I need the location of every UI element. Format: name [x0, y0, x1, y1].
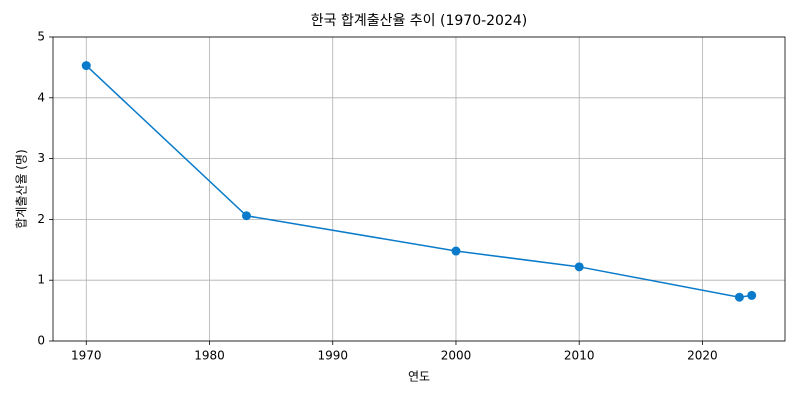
x-axis-label: 연도	[408, 370, 430, 384]
x-tick-label: 2020	[687, 349, 718, 363]
x-tick-label: 1970	[71, 349, 102, 363]
x-tick-label: 1980	[194, 349, 225, 363]
plot-frame	[52, 36, 786, 342]
y-tick-label: 1	[37, 273, 45, 287]
point	[734, 292, 744, 302]
chart-title: 한국 합계출산율 추이 (1970-2024)	[311, 13, 528, 29]
x-tick-label: 2010	[564, 349, 595, 363]
line	[85, 65, 752, 298]
x-tick-label: 1990	[317, 349, 348, 363]
y-tick-label: 0	[37, 334, 45, 348]
point	[747, 290, 757, 300]
x-tick-label: 2000	[441, 349, 472, 363]
point	[81, 61, 91, 71]
y-tick-label: 2	[37, 212, 45, 226]
point	[574, 262, 584, 272]
y-tick-label: 4	[37, 90, 45, 104]
point	[241, 211, 251, 221]
y-tick-label: 3	[37, 151, 45, 165]
y-tick-label: 5	[37, 30, 45, 44]
y-axis-label: 합계출산율 (명)	[15, 149, 29, 228]
point	[451, 246, 461, 256]
